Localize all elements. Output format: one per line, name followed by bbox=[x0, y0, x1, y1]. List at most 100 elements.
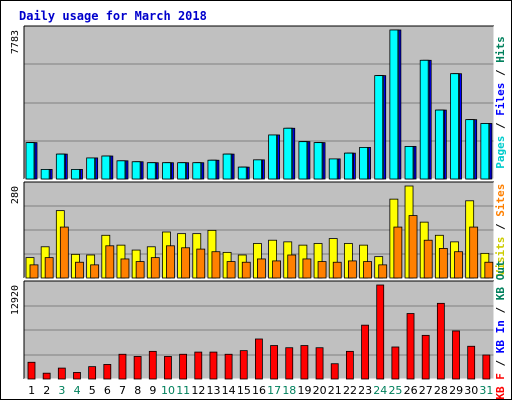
bar-sites bbox=[211, 251, 221, 279]
x-tick-label: 21 bbox=[328, 384, 342, 397]
bar-pages bbox=[313, 142, 323, 180]
bar-pages bbox=[207, 159, 217, 180]
bar-pages bbox=[177, 162, 187, 180]
x-tick-label: 29 bbox=[449, 384, 463, 397]
bar-pages bbox=[146, 162, 156, 180]
x-tick-label: 27 bbox=[419, 384, 433, 397]
bar-pages bbox=[434, 109, 444, 180]
x-tick-label: 10 bbox=[161, 384, 175, 397]
bar-pages bbox=[328, 158, 338, 180]
bar-pages bbox=[404, 146, 414, 180]
legend: Pages / Files / Hits bbox=[494, 36, 507, 169]
bar-kbf bbox=[361, 324, 369, 380]
x-tick-label: 18 bbox=[282, 384, 296, 397]
bar-sites bbox=[454, 251, 463, 279]
bar-sites bbox=[469, 226, 479, 279]
bar-kbf bbox=[452, 330, 460, 380]
bar-pages bbox=[343, 152, 353, 180]
bar-pages bbox=[283, 127, 293, 180]
x-tick-label: 7 bbox=[119, 384, 126, 397]
bar-pages bbox=[374, 75, 384, 180]
bar-pages bbox=[222, 153, 232, 180]
x-tick-label: 24 bbox=[373, 384, 387, 397]
y-max-tick-label: 12920 bbox=[10, 285, 21, 315]
legend: KB F / KB In / KB Out bbox=[494, 260, 507, 399]
bar-pages bbox=[131, 161, 141, 180]
x-tick-label: 14 bbox=[222, 384, 236, 397]
bar-kbf bbox=[239, 350, 248, 380]
legend-entry: Sites bbox=[494, 184, 507, 217]
bar-pages bbox=[389, 29, 399, 180]
bar-sites bbox=[181, 247, 191, 279]
legend-separator: / bbox=[494, 353, 507, 373]
legend-separator: / bbox=[494, 300, 507, 320]
bar-sites bbox=[438, 248, 448, 279]
x-tick-label: 9 bbox=[149, 384, 156, 397]
bar-pages bbox=[253, 159, 262, 180]
legend: Visits / Sites bbox=[494, 184, 507, 277]
bar-kbf bbox=[194, 351, 203, 380]
x-tick-label: 4 bbox=[74, 384, 81, 397]
x-tick-label: 23 bbox=[358, 384, 372, 397]
bar-pages bbox=[86, 157, 96, 180]
bar-sites bbox=[287, 254, 297, 279]
x-tick-label: 17 bbox=[267, 384, 281, 397]
x-tick-label: 8 bbox=[134, 384, 141, 397]
x-tick-label: 31 bbox=[479, 384, 493, 397]
bar-pages bbox=[419, 59, 429, 180]
bar-pages bbox=[268, 134, 277, 180]
x-tick-label: 16 bbox=[252, 384, 266, 397]
bar-kbf bbox=[164, 356, 172, 380]
legend-separator: / bbox=[494, 63, 507, 83]
bar-sites bbox=[302, 258, 312, 279]
bar-kbf bbox=[482, 354, 491, 380]
x-tick-label: 28 bbox=[434, 384, 448, 397]
bar-pages bbox=[71, 169, 80, 180]
bar-sites bbox=[423, 239, 433, 279]
bar-kbf bbox=[179, 353, 188, 380]
bar-kbf bbox=[27, 361, 36, 380]
bar-kbf bbox=[209, 351, 218, 380]
bar-sites bbox=[166, 245, 175, 279]
legend-entry: KB F bbox=[494, 373, 507, 400]
bar-kbf bbox=[315, 347, 324, 380]
bar-kbf bbox=[133, 356, 142, 380]
legend-entry: Pages bbox=[494, 136, 507, 169]
x-tick-label: 1 bbox=[28, 384, 35, 397]
bar-pages bbox=[116, 160, 126, 180]
bar-kbf bbox=[300, 345, 309, 380]
legend-entry: Hits bbox=[494, 36, 507, 63]
bar-sites bbox=[150, 257, 160, 279]
legend-separator: / bbox=[494, 217, 507, 237]
bar-sites bbox=[347, 260, 357, 279]
legend-entry: Visits bbox=[494, 237, 507, 277]
x-tick-label: 15 bbox=[237, 384, 251, 397]
bar-sites bbox=[135, 261, 145, 279]
bar-sites bbox=[363, 261, 372, 279]
y-max-tick-label: 7783 bbox=[10, 30, 21, 54]
bar-sites bbox=[59, 226, 69, 279]
bar-kbf bbox=[42, 372, 51, 380]
bar-sites bbox=[29, 264, 39, 279]
bar-kbf bbox=[118, 353, 127, 380]
x-tick-label: 12 bbox=[191, 384, 205, 397]
x-tick-label: 2 bbox=[43, 384, 50, 397]
x-tick-label: 6 bbox=[104, 384, 111, 397]
chart-title: Daily usage for March 2018 bbox=[19, 9, 207, 23]
bar-pages bbox=[192, 162, 202, 180]
bar-sites bbox=[226, 261, 236, 279]
bar-sites bbox=[196, 248, 206, 279]
x-tick-label: 26 bbox=[404, 384, 418, 397]
bar-sites bbox=[75, 261, 84, 279]
bar-kbf bbox=[255, 338, 263, 380]
bar-pages bbox=[450, 73, 459, 180]
x-tick-label: 5 bbox=[89, 384, 96, 397]
x-tick-label: 25 bbox=[388, 384, 402, 397]
bar-sites bbox=[44, 257, 54, 279]
bar-pages bbox=[40, 169, 50, 180]
bar-sites bbox=[484, 261, 494, 279]
x-tick-label: 13 bbox=[207, 384, 221, 397]
bar-kbf bbox=[57, 367, 66, 380]
